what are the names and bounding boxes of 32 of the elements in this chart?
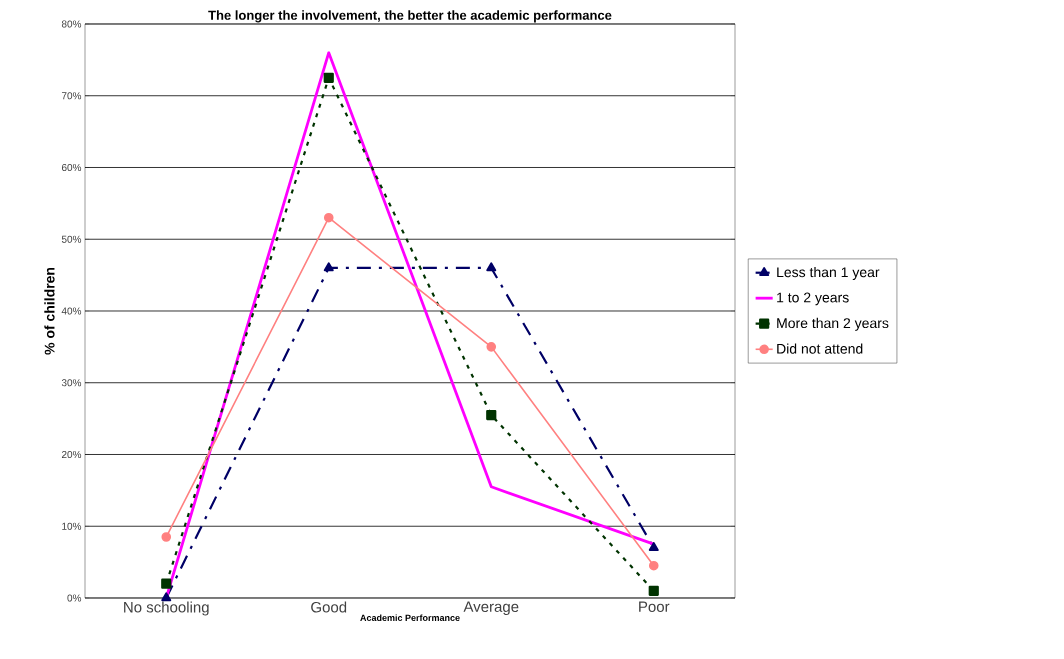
- point: [161, 578, 172, 589]
- legend-label: 1 to 2 years: [777, 292, 849, 306]
- legend-label: Did not attend: [777, 343, 863, 354]
- y-tick-label: 80%: [61, 20, 82, 28]
- y-tick-label: 10%: [62, 522, 82, 530]
- y-tick-label: 20%: [61, 450, 82, 459]
- point: [161, 592, 172, 602]
- point: [323, 262, 334, 272]
- y-axis-title: % of children: [44, 267, 55, 355]
- x-tick-label: No schooling: [124, 601, 209, 616]
- point: [486, 409, 497, 421]
- point: [323, 72, 334, 83]
- x-tick-label: Poor: [639, 601, 670, 612]
- y-tick-label: 60%: [61, 163, 82, 172]
- y-tick-label: 70%: [61, 92, 82, 100]
- y-tick-label: 0%: [67, 594, 82, 602]
- legend-label: Less than 1 year: [777, 266, 880, 280]
- point: [323, 212, 334, 223]
- y-tick-label: 40%: [61, 307, 82, 315]
- y-tick-label: 30%: [61, 379, 82, 387]
- point: [648, 560, 659, 571]
- x-tick-label: Good: [311, 601, 347, 613]
- x-axis-title: Academic Performance: [360, 614, 460, 621]
- point: [486, 262, 497, 272]
- point: [486, 342, 497, 352]
- x-tick-label: Average: [463, 601, 519, 615]
- y-tick-label: 50%: [61, 235, 82, 243]
- point: [161, 532, 172, 542]
- point: [648, 542, 659, 552]
- chart-title: The longer the involvement, the better the academic performance: [208, 10, 612, 23]
- point: [648, 585, 659, 596]
- legend-label: More than 2 years: [777, 317, 889, 331]
